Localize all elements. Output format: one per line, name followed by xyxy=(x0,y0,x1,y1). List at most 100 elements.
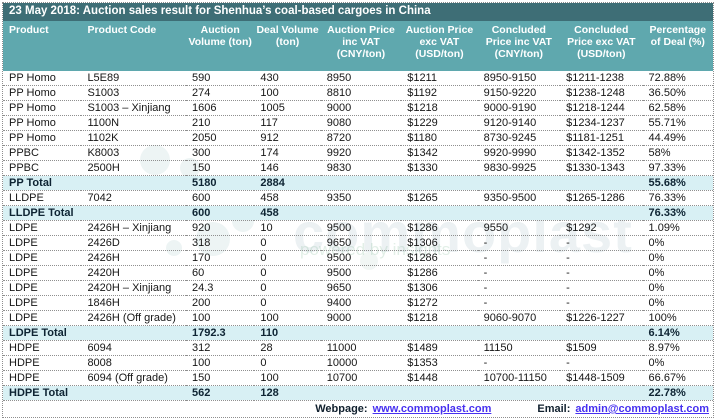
cell xyxy=(477,175,561,191)
cell: 10700-11150 xyxy=(477,370,561,386)
webpage-link[interactable]: www.commoplast.com xyxy=(372,403,492,415)
cell: PP Homo xyxy=(3,115,82,131)
table-row: PP Homo L5E89 590 430 8950 $1211 8950-9150 $121… xyxy=(3,71,713,86)
table-row: LDPE 2420H – Xinjiang 24.3 0 9650 $1306- -0% xyxy=(3,280,713,296)
cell: 8008 xyxy=(81,355,187,371)
cell: PPBC xyxy=(3,145,82,161)
cell: $1218 xyxy=(401,310,478,326)
cell: 9060-9070 xyxy=(477,310,561,326)
cell: 0% xyxy=(642,235,713,251)
cell: PP Homo xyxy=(3,85,82,101)
header-row: Product Product Code Auction Volume (ton) D… xyxy=(3,21,713,71)
cell: - xyxy=(560,265,643,281)
cell: 36.50% xyxy=(642,85,713,101)
cell: 2426H (Off grade) xyxy=(81,310,187,326)
cell: 110 xyxy=(254,325,321,341)
cell: 100 xyxy=(186,310,255,326)
cell: $1286 xyxy=(401,220,478,236)
cell: $1489 xyxy=(401,340,478,356)
cell: 9150-9220 xyxy=(477,85,561,101)
cell: 2426H xyxy=(81,250,187,266)
cell: $1211-1238 xyxy=(560,71,643,86)
cell: 0 xyxy=(254,295,321,311)
cell: 8950-9150 xyxy=(477,71,561,86)
cell: LDPE xyxy=(3,280,82,296)
cell: 0 xyxy=(254,355,321,371)
cell: 2420H – Xinjiang xyxy=(81,280,187,296)
cell: $1448-1509 xyxy=(560,370,643,386)
cell: 9830-9925 xyxy=(477,160,561,176)
cell xyxy=(560,325,643,341)
table-row: LLDPE 7042 600 458 9350 $1265 9350-9500 $1265-1… xyxy=(3,190,713,206)
cell: 146 xyxy=(254,160,321,176)
cell: 62.58% xyxy=(642,100,713,116)
cell: 210 xyxy=(186,115,255,131)
cell xyxy=(477,385,561,401)
cell: 9350 xyxy=(320,190,402,206)
cell xyxy=(81,385,187,401)
cell: 458 xyxy=(254,190,321,206)
cell: $1306 xyxy=(401,235,478,251)
cell: 100 xyxy=(254,370,321,386)
cell: 2420H xyxy=(81,265,187,281)
cell: 28 xyxy=(254,340,321,356)
table-row: LDPE 1846H 200 0 9400 $1272- -0% xyxy=(3,295,713,311)
cell: 0 xyxy=(254,280,321,296)
cell: 1100N xyxy=(81,115,187,131)
cell xyxy=(81,205,187,221)
cell: 2050 xyxy=(186,130,255,146)
cell: 1.09% xyxy=(642,220,713,236)
table-row: PPBC 2500H 150 146 9830 $1330 9830-9925 $1330-1… xyxy=(3,160,713,176)
cell: 72.88% xyxy=(642,71,713,86)
cell: 0% xyxy=(642,265,713,281)
cell: 9000 xyxy=(320,100,402,116)
cell: 8720 xyxy=(320,130,402,146)
cell: $1342-1352 xyxy=(560,145,643,161)
cell: - xyxy=(560,355,643,371)
cell: 1005 xyxy=(254,100,321,116)
cell: 9350-9500 xyxy=(477,190,561,206)
cell: 10000 xyxy=(320,355,402,371)
cell: 10 xyxy=(254,220,321,236)
email-group: Email: admin@commoplast.com xyxy=(537,403,709,415)
email-link[interactable]: admin@commoplast.com xyxy=(575,403,709,415)
cell: L5E89 xyxy=(81,71,187,86)
cell: 55.71% xyxy=(642,115,713,131)
webpage-label: Webpage: xyxy=(315,403,368,415)
table-footer: Webpage: www.commoplast.com Email: admin… xyxy=(3,401,713,417)
cell: 76.33% xyxy=(642,190,713,206)
table-row: LDPE 2426D 318 0 9650 $1306- -0% xyxy=(3,235,713,251)
cell: $1342 xyxy=(401,145,478,161)
cell: 0% xyxy=(642,355,713,371)
cell: $1448 xyxy=(401,370,478,386)
cell: - xyxy=(560,295,643,311)
total-row: LDPE Total 1792.3 110 6.14% xyxy=(3,325,713,341)
table-row: HDPE 6094 (Off grade) 150 100 10700 $1448 1070… xyxy=(3,370,713,386)
cell: 912 xyxy=(254,130,321,146)
total-row: PP Total 5180 2884 55.68% xyxy=(3,175,713,191)
table-header: Product Product Code Auction Volume (ton) D… xyxy=(3,21,713,71)
cell: - xyxy=(477,235,561,251)
cell: 562 xyxy=(186,385,255,401)
cell: 10700 xyxy=(320,370,402,386)
cell: $1192 xyxy=(401,85,478,101)
cell: 9830 xyxy=(320,160,402,176)
cell: LDPE xyxy=(3,310,82,326)
cell: $1234-1237 xyxy=(560,115,643,131)
cell: HDPE Total xyxy=(3,385,82,401)
cell: 44.49% xyxy=(642,130,713,146)
cell: 318 xyxy=(186,235,255,251)
cell: 117 xyxy=(254,115,321,131)
cell: 0 xyxy=(254,265,321,281)
email-label: Email: xyxy=(537,403,571,415)
cell: 430 xyxy=(254,71,321,86)
cell: 9920 xyxy=(320,145,402,161)
webpage-group: Webpage: www.commoplast.com xyxy=(315,403,491,415)
cell: 2884 xyxy=(254,175,321,191)
cell: PP Homo xyxy=(3,100,82,116)
table-row: PP Homo 1100N 210 117 9080 $1229 9120-9140 $123… xyxy=(3,115,713,131)
cell: PP Homo xyxy=(3,71,82,86)
cell xyxy=(401,205,478,221)
cell: 174 xyxy=(254,145,321,161)
